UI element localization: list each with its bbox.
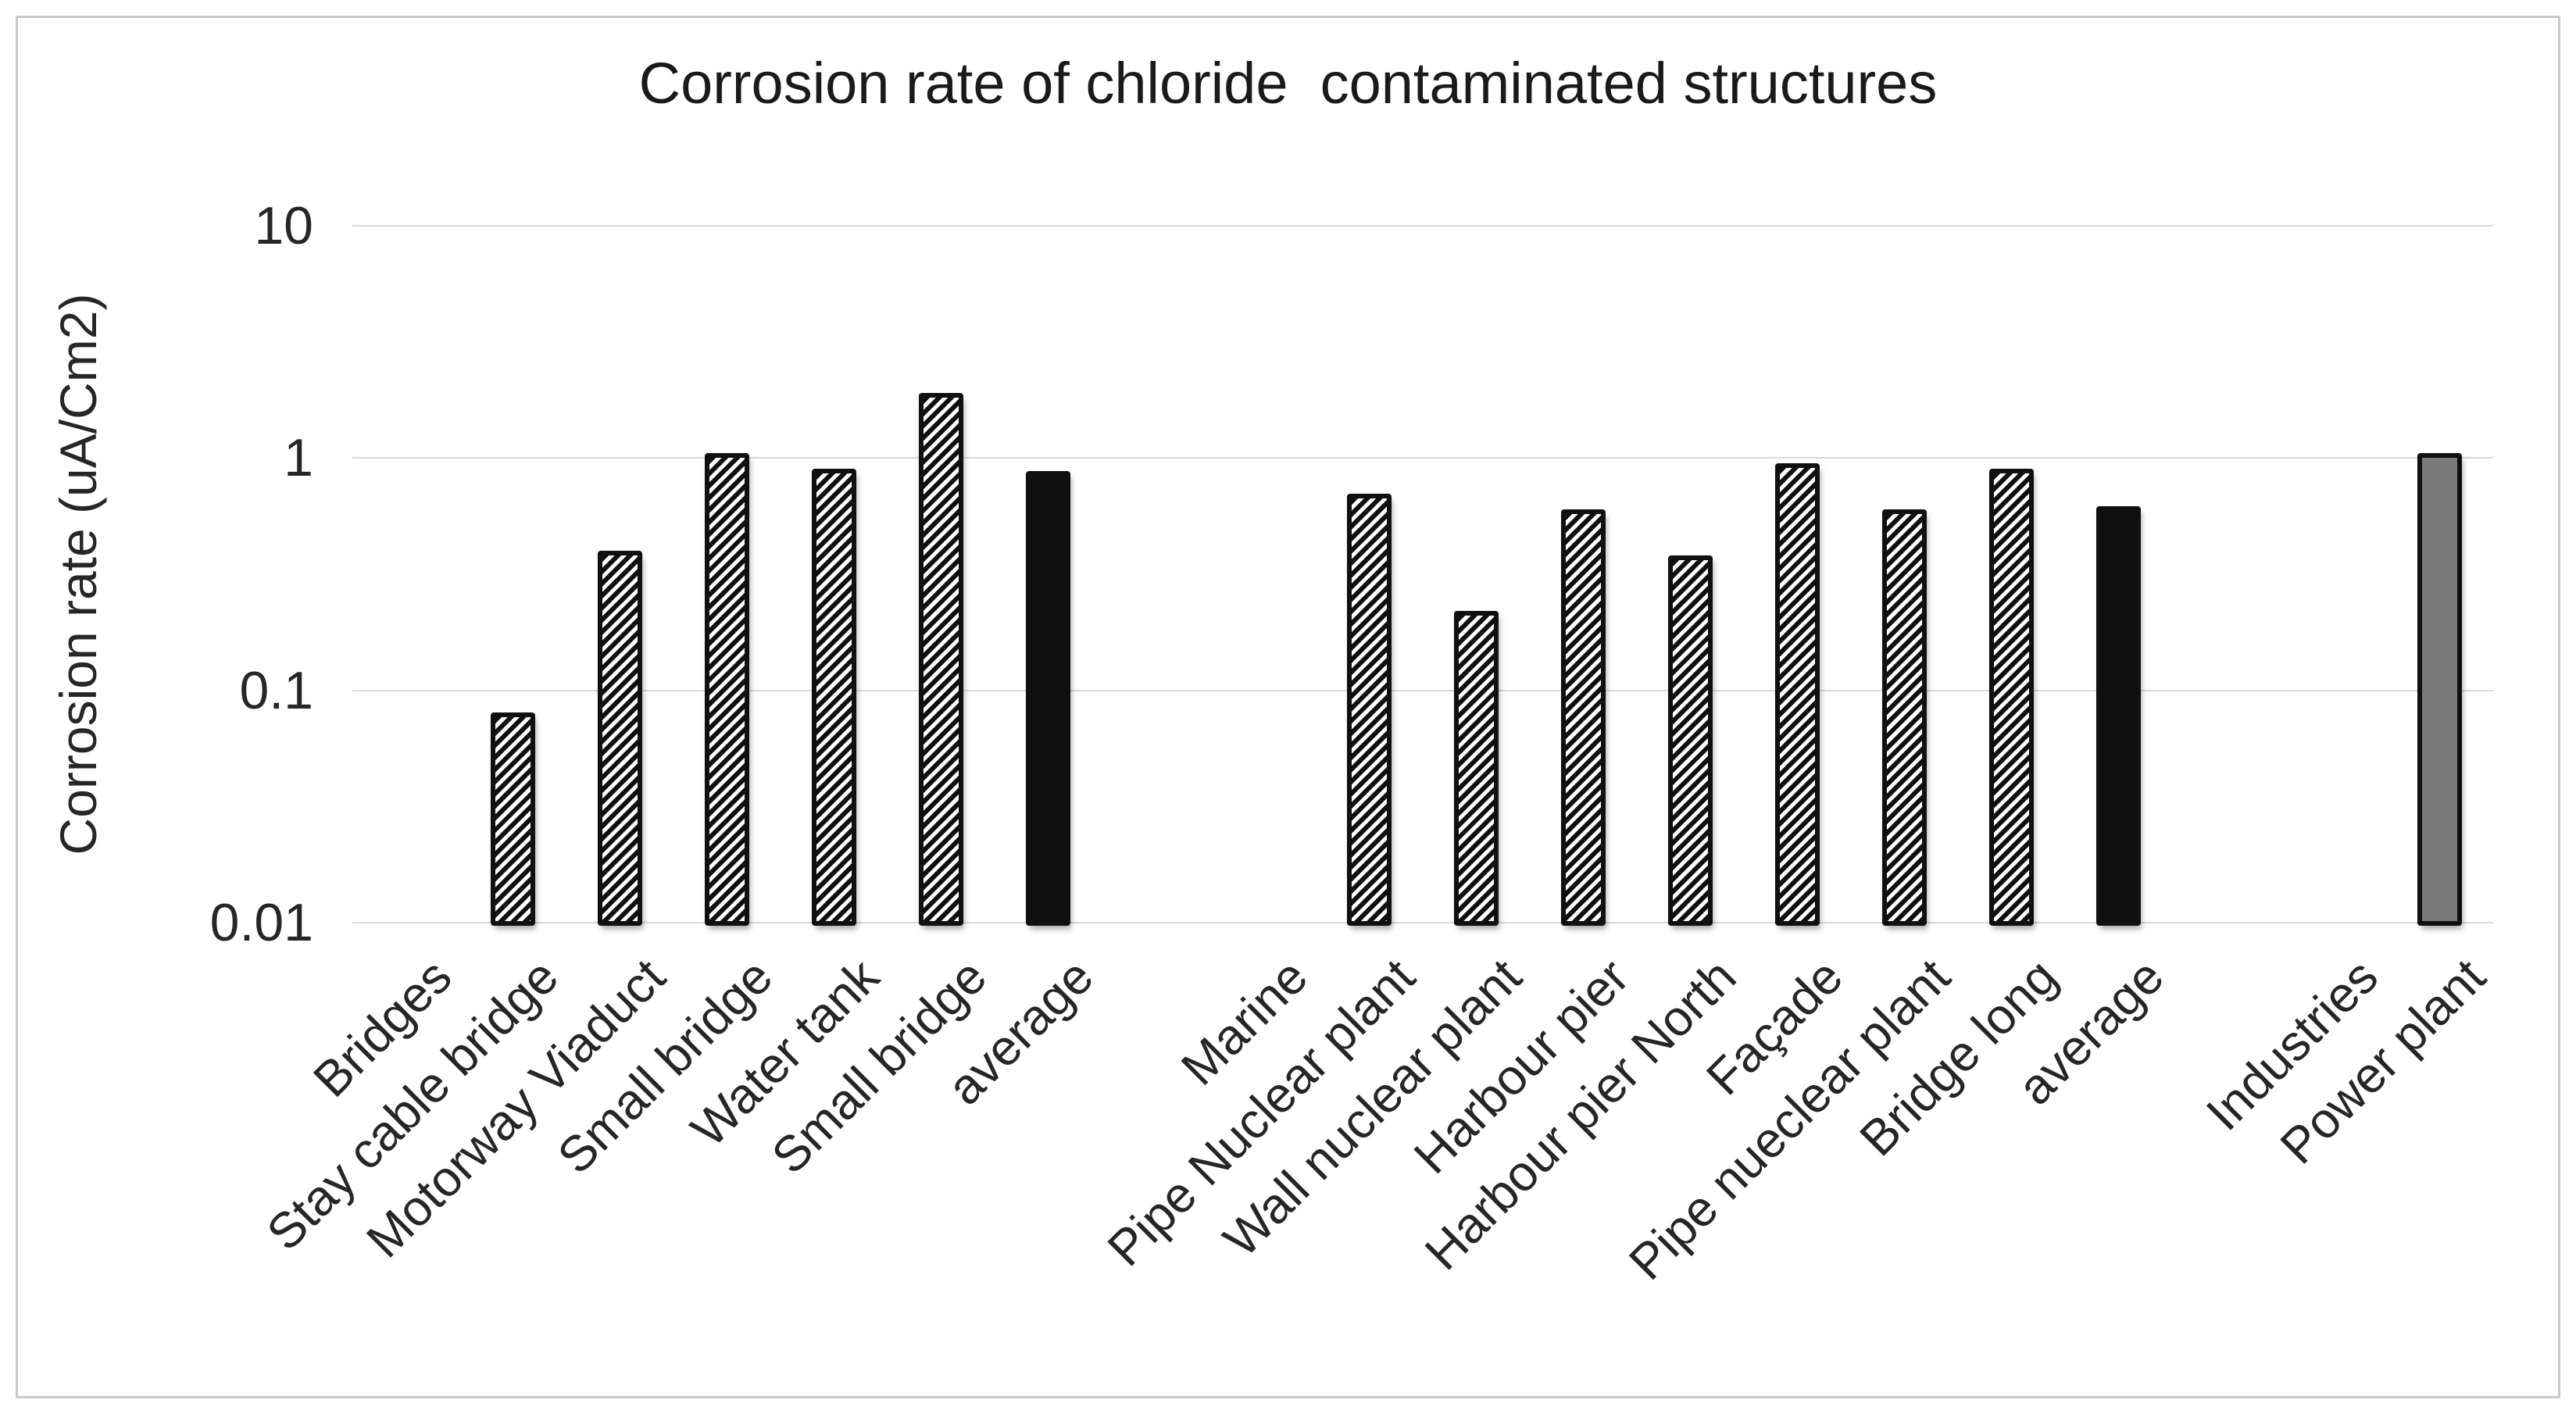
gridline-0.1 <box>352 689 2493 691</box>
gridline-10 <box>352 225 2493 227</box>
bar-average <box>1026 470 1070 926</box>
chart-title: Corrosion rate of chloride contaminated … <box>638 51 1938 116</box>
y-axis-tick-label: 0.1 <box>239 660 313 720</box>
y-axis-tick-label: 0.01 <box>209 893 313 952</box>
y-axis-tick-label: 10 <box>254 196 313 255</box>
bar-water-tank <box>812 468 856 926</box>
bar-harbour-pier <box>1561 509 1606 926</box>
bar-average <box>2096 506 2141 926</box>
bar-stay-cable-bridge <box>491 712 535 926</box>
bar-small-bridge <box>705 453 749 926</box>
plot-area: Corrosion rate (uA/Cm2) 10 1 0.1 0.01 Bridge… <box>49 196 2496 1291</box>
bar-pipe-nuclear-plant <box>1347 494 1392 926</box>
gridline-1 <box>352 457 2493 459</box>
bar-small-bridge <box>919 393 963 926</box>
chart-frame: Corrosion rate of chloride contaminated … <box>16 16 2560 1398</box>
bar-harbour-pier-north <box>1668 555 1713 926</box>
bar-bridge-long <box>1989 468 2034 926</box>
bar-fa-ade <box>1775 462 1820 926</box>
bar-motorway-viaduct <box>598 550 642 926</box>
bar-wall-nuclear-plant <box>1454 610 1499 926</box>
bar-power-plant <box>2417 453 2462 926</box>
bar-pipe-nueclear-plant <box>1882 509 1927 926</box>
y-axis-tick-label: 1 <box>284 428 313 488</box>
gridline-0.01 <box>352 922 2493 923</box>
y-axis-title: Corrosion rate (uA/Cm2) <box>49 293 107 855</box>
